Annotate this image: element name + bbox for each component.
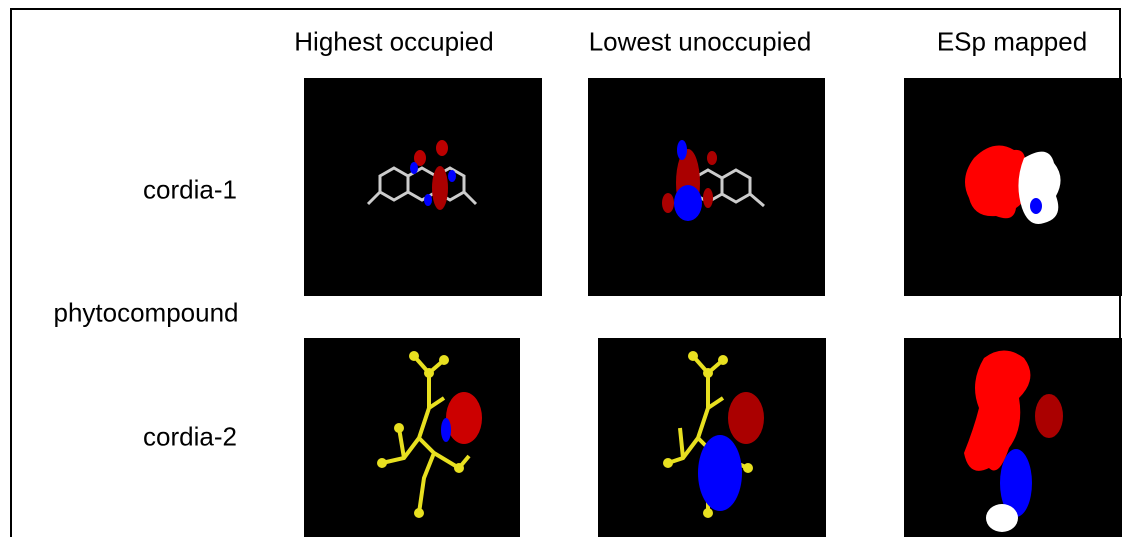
figure: Highest occupied Lowest unoccupied ESp m… [0, 0, 1132, 537]
column-header: Lowest unoccupied [589, 27, 812, 58]
group-label: phytocompound [53, 298, 238, 329]
homo-image [304, 78, 542, 296]
homo-image [304, 338, 520, 537]
esp-image [904, 338, 1122, 537]
column-header: Highest occupied [294, 27, 493, 58]
molecule [598, 338, 826, 537]
molecule [588, 78, 825, 296]
lumo-image [598, 338, 826, 537]
molecule [304, 78, 542, 296]
molecule [904, 338, 1122, 537]
molecule [304, 338, 520, 537]
column-header: ESp mapped [937, 27, 1087, 58]
row-label: cordia-2 [143, 422, 237, 453]
lumo-image [588, 78, 825, 296]
row-label: cordia-1 [143, 175, 237, 206]
esp-image [904, 78, 1122, 296]
molecule [904, 78, 1122, 296]
